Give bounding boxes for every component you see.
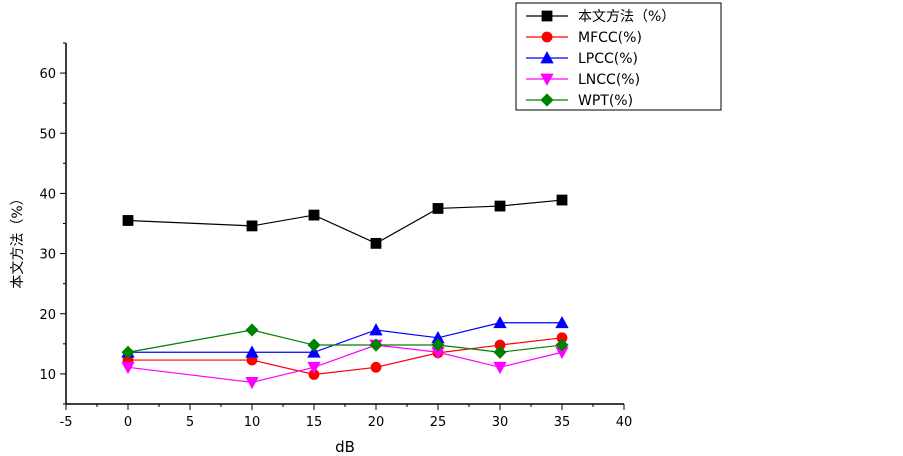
x-tick-label: 5	[186, 415, 194, 430]
data-point	[307, 361, 321, 375]
data-point	[493, 345, 507, 359]
series-4	[121, 323, 569, 359]
legend-label: MFCC(%)	[578, 30, 642, 46]
data-point	[555, 315, 569, 329]
x-tick-label: 25	[430, 415, 447, 430]
data-point	[370, 237, 382, 249]
x-tick-label: 10	[244, 415, 261, 430]
y-tick-label: 40	[39, 187, 56, 202]
legend-marker	[540, 93, 554, 107]
data-point	[493, 361, 507, 375]
data-point	[369, 338, 383, 352]
data-point	[494, 200, 506, 212]
x-tick-label: 30	[492, 415, 509, 430]
data-point	[432, 203, 444, 214]
data-point	[307, 338, 321, 352]
y-tick-label: 30	[39, 248, 56, 263]
data-point	[245, 323, 259, 337]
data-point	[431, 338, 445, 352]
data-point	[121, 345, 135, 359]
legend-marker	[540, 51, 554, 64]
data-point	[370, 361, 382, 373]
legend-marker	[540, 73, 554, 86]
data-point	[307, 345, 321, 358]
axes: -5 0 5 10 15 20 25 30 35 40 10 20 30 40 50 60	[39, 42, 633, 430]
data-point	[245, 376, 259, 390]
legend-label: WPT(%)	[578, 93, 633, 109]
data-point	[555, 338, 569, 352]
data-point	[245, 345, 259, 358]
data-point	[556, 194, 568, 206]
y-tick-label: 10	[39, 368, 56, 383]
legend: 本文方法（%） MFCC(%) LPCC(%) LNCC(%) WPT(%)	[515, 2, 722, 111]
x-tick-label: 20	[368, 415, 385, 430]
data-point	[246, 220, 258, 232]
data-point	[122, 215, 134, 226]
legend-marker	[541, 31, 553, 43]
y-tick-label: 50	[39, 127, 56, 142]
legend-marker	[541, 10, 553, 22]
legend-label: 本文方法（%）	[578, 9, 675, 25]
x-axis-label: dB	[335, 438, 355, 456]
y-tick-label: 20	[39, 308, 56, 323]
series-layer	[121, 194, 569, 390]
data-point	[493, 315, 507, 329]
legend-label: LPCC(%)	[578, 51, 638, 67]
x-tick-label: 40	[616, 415, 633, 430]
x-tick-label: -5	[60, 415, 73, 430]
data-point	[308, 209, 320, 221]
x-tick-label: 15	[306, 415, 323, 430]
x-tick-label: 0	[124, 415, 132, 430]
data-point	[121, 361, 135, 375]
series-0	[122, 194, 568, 249]
y-axis-label: 本文方法（%）	[10, 191, 26, 288]
data-point	[369, 323, 383, 336]
y-tick-label: 60	[39, 67, 56, 82]
x-tick-label: 35	[554, 415, 571, 430]
legend-label: LNCC(%)	[578, 72, 640, 88]
